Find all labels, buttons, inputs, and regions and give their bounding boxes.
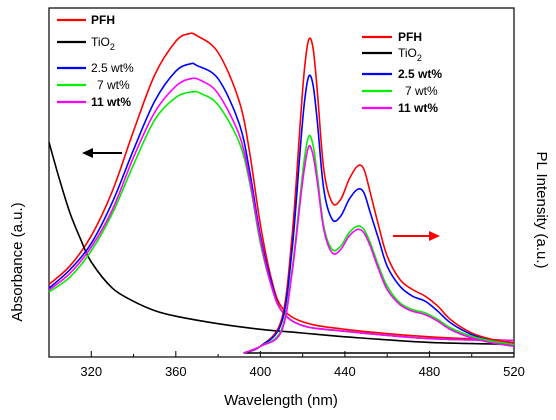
legend-label: 7 wt% [97, 78, 130, 92]
absorbance-line-pfh [48, 32, 515, 342]
legend-label: PFH [91, 13, 115, 27]
pl-curves [243, 37, 515, 354]
pl-line-11-wt [243, 144, 515, 354]
x-ticks: 320 360 400 440 480 520 [48, 351, 525, 379]
legend-label: 11 wt% [398, 101, 438, 115]
absorbance-line-7-wt [48, 90, 515, 342]
absorbance-line-tio2 [48, 142, 515, 346]
legend-label: TiO2 [91, 35, 115, 52]
x-tick-label: 400 [250, 364, 272, 379]
absorbance-axis-arrow [82, 148, 122, 158]
pl-axis-arrow [393, 231, 440, 241]
legend-label: 11 wt% [91, 95, 131, 109]
absorbance-line-11-wt [48, 77, 515, 342]
pl-legend: PFH TiO2 2.5 wt% 7 wt% 11 wt% [362, 30, 442, 115]
legend-label: 2.5 wt% [91, 61, 134, 75]
plot-frame [48, 7, 515, 358]
right-y-axis-title: PL Intensity (a.u.) [533, 152, 550, 269]
absorbance-curves [48, 32, 515, 346]
x-tick-label: 480 [419, 364, 441, 379]
absorbance-legend: PFH TiO2 2.5 wt% 7 wt% 11 wt% [57, 13, 134, 109]
x-tick-label: 520 [503, 364, 525, 379]
x-tick-label: 360 [165, 364, 187, 379]
legend-label: TiO2 [398, 46, 422, 63]
pl-line-pfh [243, 37, 515, 354]
x-tick-label: 320 [80, 364, 102, 379]
legend-label: 2.5 wt% [398, 67, 442, 81]
pl-line-2-5-wt [243, 74, 515, 354]
left-y-axis-title: Absorbance (a.u.) [9, 202, 26, 321]
legend-label: 7 wt% [405, 84, 438, 98]
x-tick-label: 440 [334, 364, 356, 379]
legend-label: PFH [398, 30, 422, 44]
x-axis-title: Wavelength (nm) [224, 392, 338, 409]
